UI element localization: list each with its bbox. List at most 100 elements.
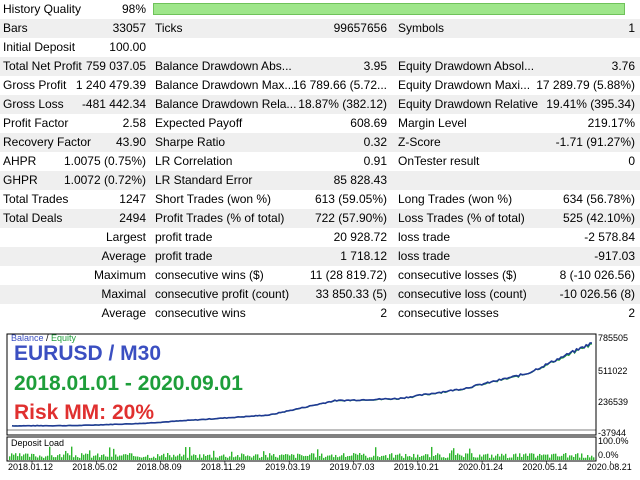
deposit-load-bar [295, 457, 297, 460]
deposit-load-bar [529, 453, 531, 460]
deposit-load-bar [75, 455, 77, 460]
deposit-load-bar [511, 457, 513, 460]
deposit-load-bar [279, 455, 281, 460]
label-col3: consecutive losses [398, 306, 499, 320]
deposit-load-bar [573, 456, 575, 460]
deposit-load-bar [331, 454, 333, 460]
deposit-load-bar [381, 455, 383, 460]
deposit-load-bar [165, 457, 167, 460]
deposit-load-bar [515, 453, 517, 460]
label-col2: Balance Drawdown Rela... [155, 97, 297, 111]
deposit-load-label: Deposit Load [11, 438, 65, 448]
label-col2: LR Standard Error [155, 173, 253, 187]
deposit-load-bar [371, 457, 373, 460]
deposit-load-bar [125, 454, 127, 460]
label-col2: Balance Drawdown Max... [155, 78, 295, 92]
deposit-load-bar [153, 456, 155, 460]
deposit-load-bar [89, 450, 91, 460]
deposit-load-bar [171, 457, 173, 460]
deposit-load-bar [241, 453, 243, 460]
deposit-load-bar [471, 453, 473, 460]
deposit-load-bar [375, 447, 377, 460]
deposit-load-bar [143, 456, 145, 460]
deposit-load-bar [93, 455, 95, 460]
deposit-load-bar [265, 454, 267, 460]
deposit-load-bar [425, 454, 427, 460]
label-col1: AHPR [3, 154, 37, 168]
deposit-load-bar [73, 457, 75, 460]
deposit-load-bar [145, 456, 147, 460]
deposit-load-bar [517, 456, 519, 460]
value-col1: 759 037.05 [85, 59, 146, 73]
deposit-load-bar [287, 454, 289, 460]
deposit-load-bar [49, 446, 51, 460]
value-col2: 722 (57.90%) [314, 211, 387, 225]
label-col3: consecutive loss (count) [398, 287, 527, 301]
deposit-load-bar [481, 456, 483, 460]
value-col1: 33057 [112, 21, 146, 35]
deposit-load-bar [273, 454, 275, 460]
label-col3: Equity Drawdown Maxi... [398, 78, 531, 92]
deposit-load-bar [211, 457, 213, 460]
deposit-load-bar [99, 457, 101, 460]
deposit-load-bar [161, 455, 163, 460]
label-col1: Profit Factor [3, 116, 69, 130]
value-col3: 2 [628, 306, 635, 320]
label-col1: Total Net Profit [3, 59, 82, 73]
deposit-load-bar [187, 457, 189, 460]
value-col1: 1.0075 (0.75%) [63, 154, 146, 168]
deposit-load-bar [137, 456, 139, 460]
deposit-load-bar [551, 454, 553, 460]
deposit-load-bar [169, 455, 171, 460]
deposit-load-bar [461, 455, 463, 460]
deposit-load-bar [37, 457, 39, 460]
deposit-load-bar [547, 454, 549, 460]
deposit-load-bar [465, 453, 467, 460]
deposit-load-bar [199, 454, 201, 460]
deposit-load-bar [185, 447, 187, 460]
deposit-load-bar [103, 454, 105, 460]
deposit-load-bar [291, 454, 293, 460]
deposit-load-bar [59, 454, 61, 460]
deposit-load-bar [421, 455, 423, 460]
deposit-load-bar [389, 454, 391, 460]
deposit-load-bar [475, 457, 477, 460]
value-col1: 98% [121, 2, 146, 16]
deposit-load-bar [457, 453, 459, 460]
deposit-load-bar [505, 453, 507, 460]
stats-row: Recovery Factor 43.90 Sharpe Ratio 0.32 Z-Sc… [0, 133, 640, 152]
deposit-load-bar [181, 456, 183, 460]
deposit-load-bar [479, 454, 481, 460]
label-col2: Balance Drawdown Abs... [155, 59, 292, 73]
x-tick-label: 2018.08.09 [136, 462, 182, 472]
deposit-load-bar [41, 456, 43, 460]
deposit-load-bar [301, 455, 303, 460]
label-col1: Average [101, 249, 146, 263]
label-col2: profit trade [155, 230, 213, 244]
deposit-load-bar [433, 456, 435, 460]
deposit-load-bar [369, 457, 371, 460]
label-col2: consecutive wins [155, 306, 246, 320]
deposit-load-bar [71, 446, 73, 460]
deposit-load-bar [395, 454, 397, 460]
label-col1: Average [101, 306, 146, 320]
deposit-load-bar [593, 457, 595, 460]
deposit-load-bar [535, 457, 537, 460]
value-col3: 634 (56.78%) [562, 192, 635, 206]
deposit-load-bar [509, 457, 511, 460]
deposit-load-bar [35, 456, 37, 460]
value-col3: 17 289.79 (5.88%) [536, 78, 635, 92]
deposit-load-bar [307, 455, 309, 460]
x-tick-label: 2018.11.29 [200, 462, 246, 472]
deposit-load-bar [367, 457, 369, 460]
deposit-load-bar [225, 456, 227, 460]
deposit-load-bar [513, 454, 515, 460]
deposit-load-bar [321, 453, 323, 460]
value-col2: 2 [380, 306, 387, 320]
deposit-load-bar [45, 456, 47, 460]
label-col3: consecutive losses ($) [398, 268, 517, 282]
label-col3: Z-Score [398, 135, 441, 149]
deposit-load-bar [445, 457, 447, 460]
stats-row: Initial Deposit 100.00 [0, 38, 640, 57]
deposit-load-bar [437, 453, 439, 460]
